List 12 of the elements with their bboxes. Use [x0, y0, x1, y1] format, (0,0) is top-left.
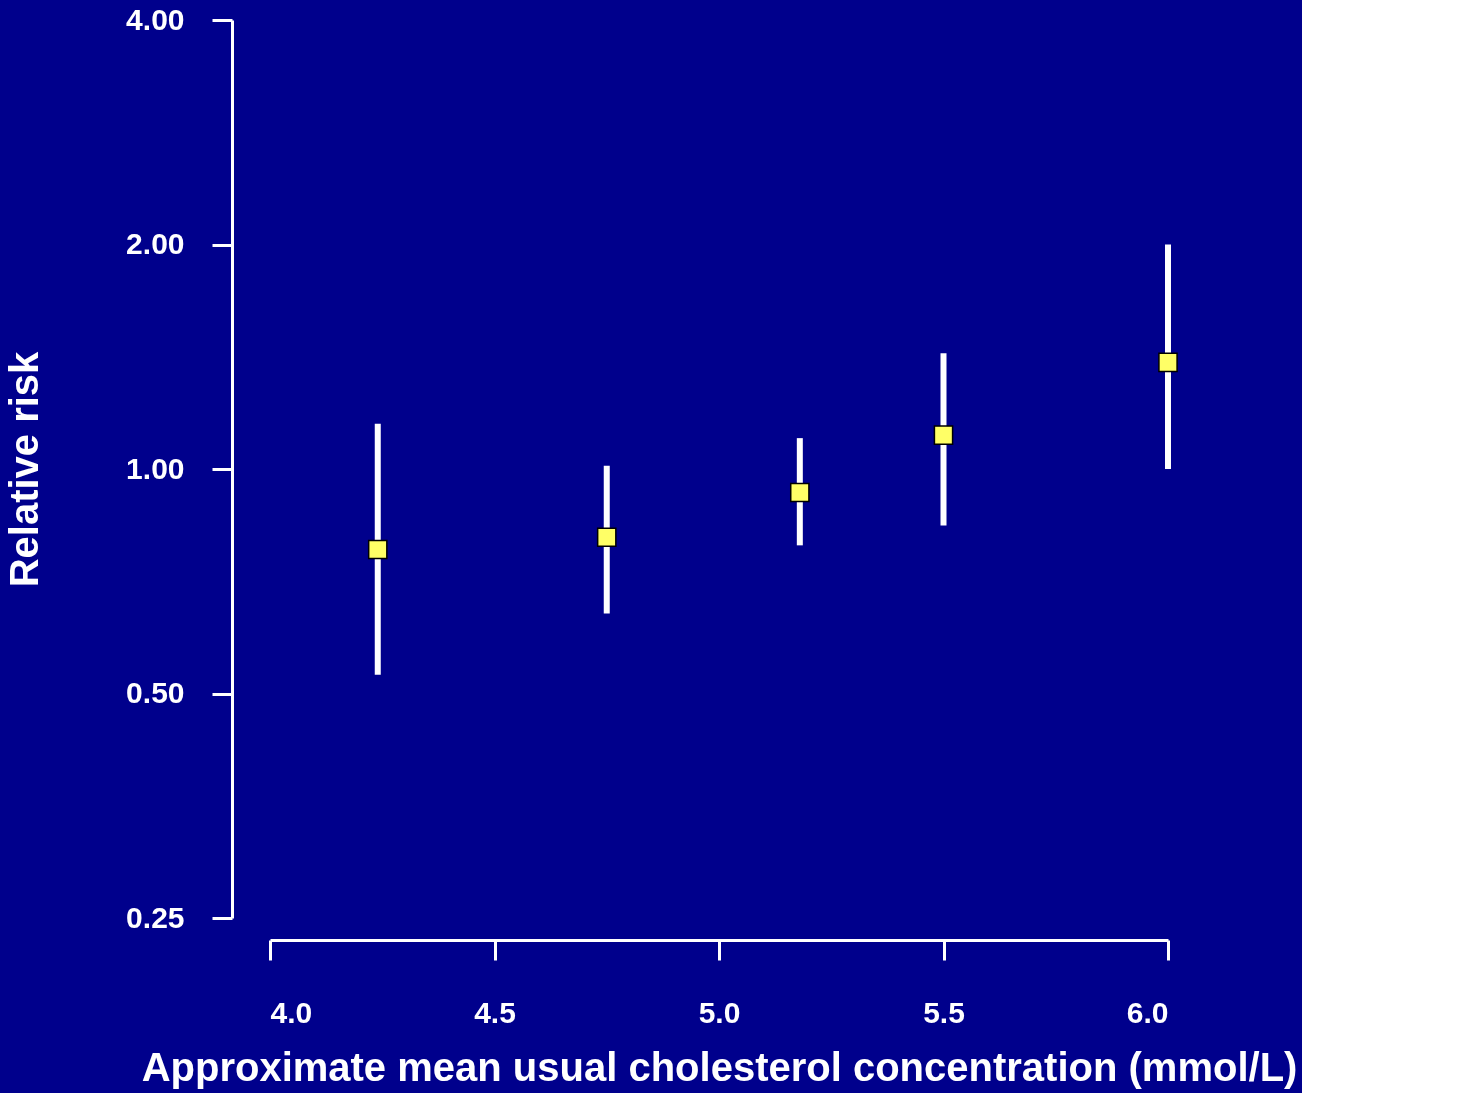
x-tick-label: 5.0 — [698, 995, 741, 1029]
y-tick-label: 0.25 — [126, 900, 185, 934]
x-axis-title: Approximate mean usual cholesterol concentration (mmol/L) — [141, 1044, 1298, 1089]
x-tick-label: 5.5 — [923, 995, 965, 1029]
y-tick-label: 4.00 — [126, 2, 185, 36]
y-tick-label: 2.00 — [126, 227, 185, 260]
x-tick-label: 4.0 — [270, 995, 313, 1029]
y-tick-label: 1.00 — [126, 451, 185, 485]
x-tick-label: 6.0 — [1126, 995, 1169, 1029]
y-tick-label: 0.50 — [126, 676, 185, 709]
y-axis-title: Relative risk — [2, 350, 47, 588]
x-tick-label: 4.5 — [474, 995, 516, 1029]
